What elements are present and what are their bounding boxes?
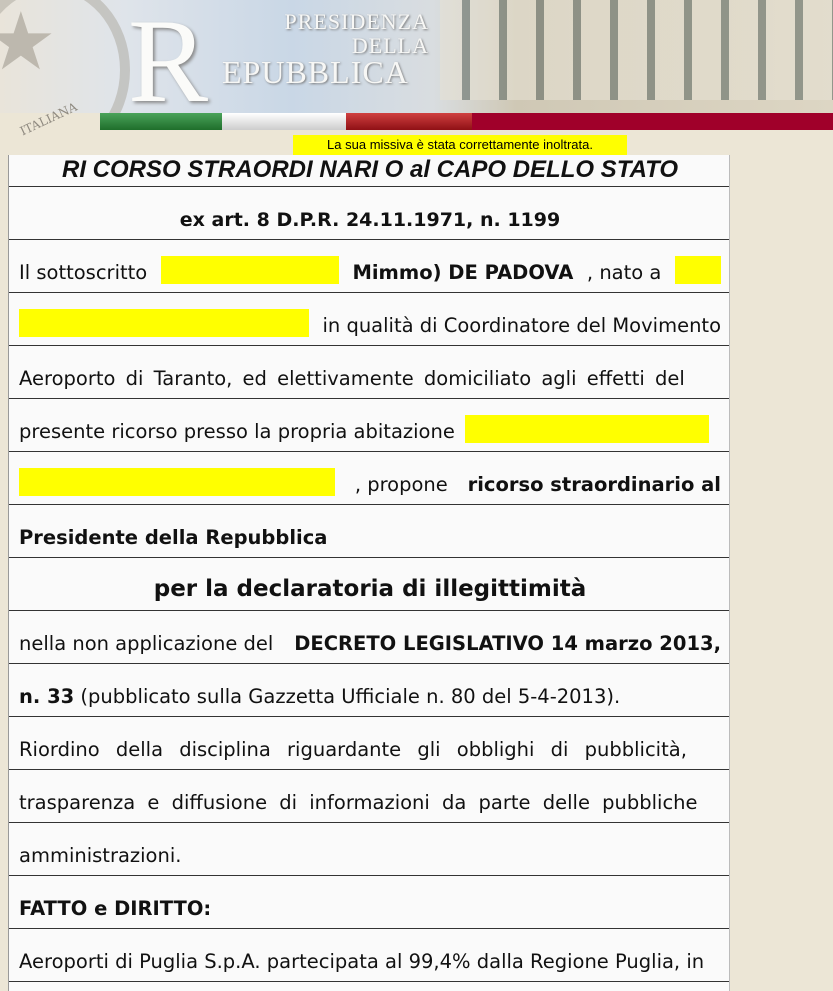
doc-subtitle-row: ex art. 8 D.P.R. 24.11.1971, n. 1199 xyxy=(9,187,729,240)
doc-subtitle: ex art. 8 D.P.R. 24.11.1971, n. 1199 xyxy=(179,209,561,231)
text-line: Aeroporti di Puglia S.p.A. partecipata a… xyxy=(9,929,729,982)
header-banner: ★ R PRESIDENZA DELLA EPUBBLICA xyxy=(0,0,833,113)
section-heading: FATTO e DIRITTO: xyxy=(19,897,212,920)
tricolor-bar xyxy=(100,113,833,130)
text-line: in qualità di Coordinatore del Movimento xyxy=(9,293,729,346)
name-text: Mimmo) DE PADOVA xyxy=(352,261,574,284)
text: trasparenza e diffusione di informazioni… xyxy=(19,791,698,814)
text: Riordino della disciplina riguardante gl… xyxy=(19,738,687,761)
text: Il sottoscritto xyxy=(19,261,148,284)
text: (pubblicato sulla Gazzetta Ufficiale n. … xyxy=(80,685,621,708)
text-line: Presidente della Repubblica xyxy=(9,505,729,558)
text-line: trasparenza e diffusione di informazioni… xyxy=(9,770,729,823)
bold-text: Presidente della Repubblica xyxy=(19,526,328,549)
text-line: amministrazioni. xyxy=(9,823,729,876)
text: , nato a xyxy=(586,261,662,284)
redacted-highlight xyxy=(19,468,335,496)
document-panel: RI CORSO STRAORDI NARI O al CAPO DELLO S… xyxy=(8,155,730,991)
bold-text: DECRETO LEGISLATIVO 14 marzo 2013, xyxy=(294,632,721,655)
redacted-highlight xyxy=(464,415,709,443)
text-line: nella non applicazione del DECRETO LEGISL… xyxy=(9,611,729,664)
text-line: FATTO e DIRITTO: xyxy=(9,876,729,929)
text: nella non applicazione del xyxy=(19,632,274,655)
text: Aeroporti di Puglia S.p.A. partecipata a… xyxy=(19,950,705,973)
text-line: Aeroporto di Taranto, ed elettivamente d… xyxy=(9,346,729,399)
palace-image xyxy=(440,0,833,100)
logo-line1: PRESIDENZA xyxy=(284,9,429,34)
text-line: Riordino della disciplina riguardante gl… xyxy=(9,717,729,770)
logo-text: PRESIDENZA DELLA xyxy=(285,10,429,58)
heading-text: per la declaratoria di illegittimità xyxy=(153,576,587,602)
redacted-highlight xyxy=(19,309,309,337)
bold-text: ricorso straordinario al xyxy=(467,473,721,496)
redacted-highlight xyxy=(674,256,721,284)
text: Aeroporto di Taranto, ed elettivamente d… xyxy=(19,367,685,390)
logo-letter: R xyxy=(128,0,209,113)
emblem-logo: ★ xyxy=(0,0,130,113)
text-line: Il sottoscritto Mimmo) DE PADOVA , nato a xyxy=(9,240,729,293)
bold-text: n. 33 xyxy=(19,685,75,708)
text: amministrazioni. xyxy=(19,844,182,867)
star-icon: ★ xyxy=(0,0,57,88)
doc-title: RI CORSO STRAORDI NARI O al CAPO DELLO S… xyxy=(61,156,679,183)
logo-line2: DELLA xyxy=(351,33,429,58)
doc-title-row: RI CORSO STRAORDI NARI O al CAPO DELLO S… xyxy=(9,155,729,187)
logo-line3: EPUBBLICA xyxy=(222,54,409,90)
text: presente ricorso presso la propria abita… xyxy=(19,420,455,443)
text-line: , propone ricorso straordinario al xyxy=(9,452,729,505)
text-line: per la declaratoria di illegittimità xyxy=(9,558,729,611)
text: in qualità di Coordinatore del Movimento xyxy=(322,314,721,337)
success-notice: La sua missiva è stata correttamente ino… xyxy=(293,135,627,155)
text: , propone xyxy=(354,473,448,496)
redacted-highlight xyxy=(160,256,339,284)
text-line: presente ricorso presso la propria abita… xyxy=(9,399,729,452)
text-line: n. 33 (pubblicato sulla Gazzetta Ufficia… xyxy=(9,664,729,717)
